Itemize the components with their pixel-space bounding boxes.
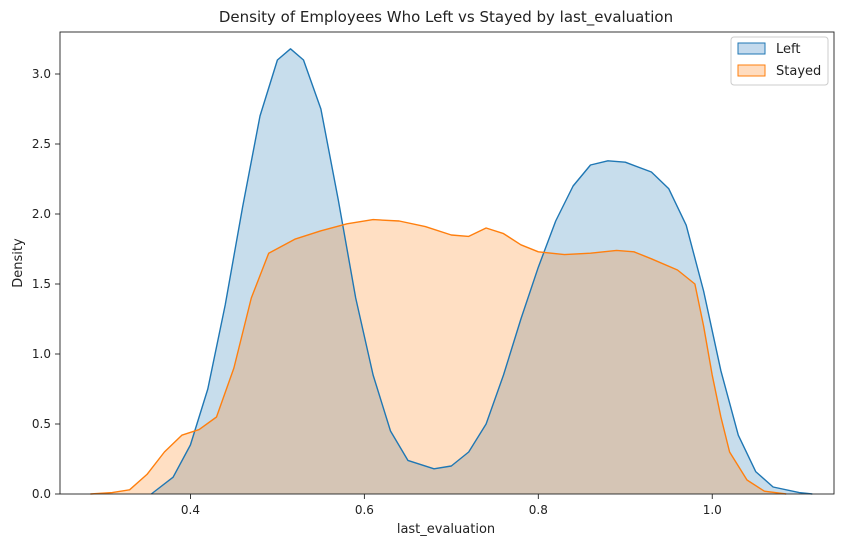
- legend-swatch-stayed: [737, 64, 766, 77]
- x-tick-label: 0.4: [181, 503, 200, 517]
- plot-area: [90, 48, 813, 495]
- x-tick-label: 1.0: [703, 503, 722, 517]
- y-axis-label: Density: [11, 238, 26, 288]
- legend-label-stayed: Stayed: [776, 64, 821, 79]
- y-tick-label: 1.5: [32, 277, 51, 291]
- y-tick-label: 0.0: [32, 487, 51, 501]
- series-line-stayed: [90, 218, 787, 495]
- y-tick-label: 2.0: [32, 207, 51, 221]
- x-tick-label: 0.6: [355, 503, 374, 517]
- y-tick-label: 2.5: [32, 137, 51, 151]
- series-area-stayed: [90, 219, 787, 494]
- y-tick-label: 3.0: [32, 67, 51, 81]
- chart-title: Density of Employees Who Left vs Stayed …: [219, 8, 673, 27]
- legend-swatch-left: [737, 42, 766, 55]
- series-line-left: [150, 48, 813, 495]
- y-tick-label: 1.0: [32, 347, 51, 361]
- x-tick-label: 0.8: [529, 503, 548, 517]
- legend: Left Stayed: [730, 36, 829, 86]
- x-axis: 0.4 0.6 0.8 1.0: [181, 494, 722, 517]
- legend-label-left: Left: [776, 42, 800, 57]
- y-tick-label: 0.5: [32, 417, 51, 431]
- x-axis-label: last_evaluation: [397, 522, 495, 537]
- series-area-left: [151, 48, 813, 495]
- y-axis: 0.0 0.5 1.0 1.5 2.0 2.5 3.0: [32, 67, 60, 501]
- plot-frame: [59, 31, 835, 495]
